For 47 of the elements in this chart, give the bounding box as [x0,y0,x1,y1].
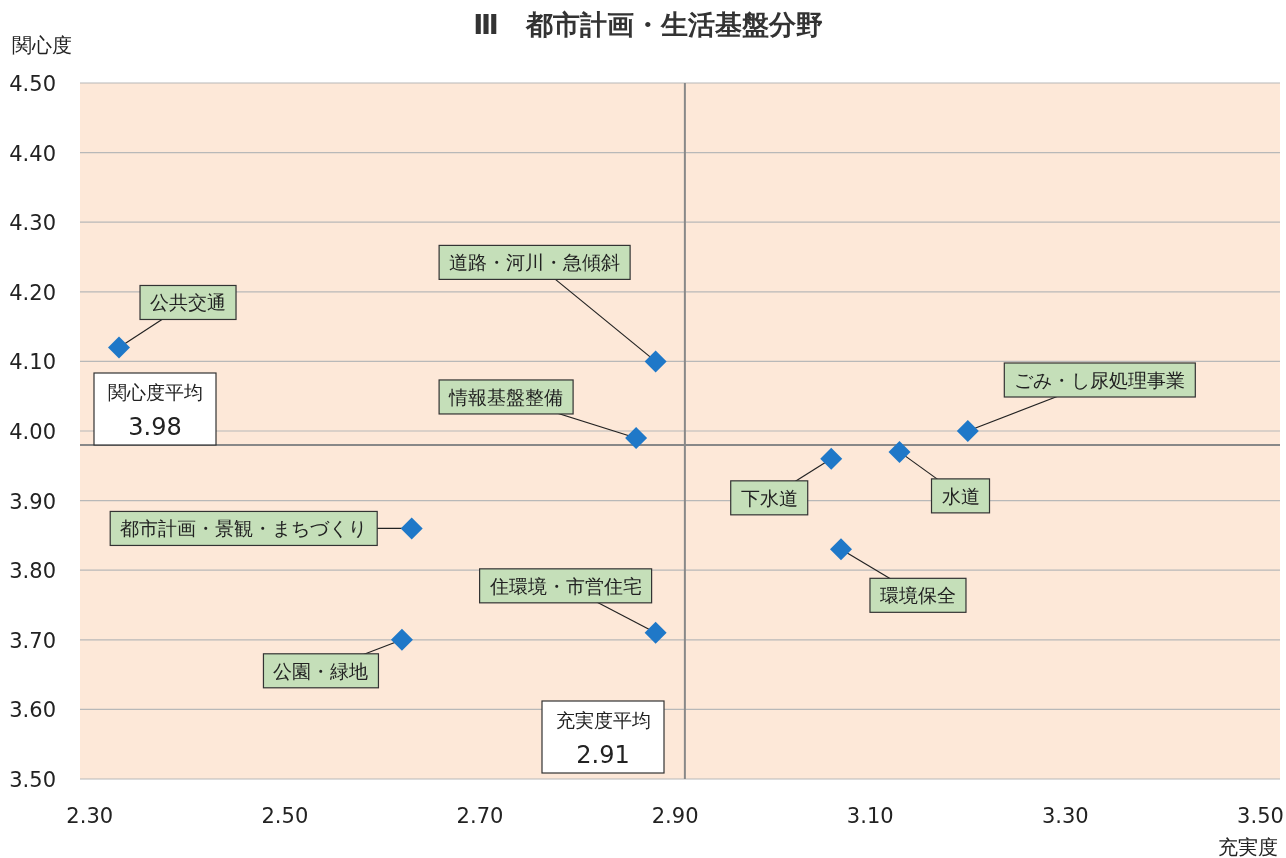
point [644,350,667,373]
chart-title: Ⅲ 都市計画・生活基盤分野 [473,9,823,40]
y-tick-label: 4.20 [9,280,56,305]
annotation: 都市計画・景観・まちづくり [120,517,368,540]
annotation: ごみ・し尿処理事業 [1014,369,1186,391]
x-tick-label: 3.30 [1041,804,1089,828]
annotation: 環境保全 [879,584,956,607]
annotation: 2.91 [576,741,630,769]
point [820,447,843,470]
point [625,426,648,449]
annotation: 住環境・市営住宅 [488,574,642,597]
annotation: 水道 [941,484,980,507]
y-tick-label: 4.10 [9,350,56,375]
x-tick-label: 3.10 [846,804,894,828]
annotation: 3.98 [128,413,182,441]
point [390,628,413,651]
annotation: 公共交通 [150,291,227,314]
point [888,440,911,463]
y-tick-label: 4.30 [9,211,56,236]
x-tick-label: 2.90 [651,804,699,828]
x-tick-label: 2.70 [456,804,504,828]
y-axis-title: 関心度 [12,33,72,57]
y-tick-label: 3.80 [9,559,56,584]
x-tick-label: 2.50 [261,804,309,828]
point [956,420,979,442]
y-tick-label: 3.70 [9,628,56,653]
point [644,621,667,644]
annotation: 公園・緑地 [273,659,369,682]
x-axis-title: 充実度 [1218,835,1278,858]
y-tick-label: 3.90 [9,489,56,514]
y-tick-label: 3.60 [9,698,56,723]
ref-label: 関心度平均 3.98 [93,372,217,446]
x-tick-label: 2.30 [66,804,114,828]
annotation: 道路・河川・急傾斜 [449,251,621,274]
y-tick-label: 4.50 [9,72,56,96]
y-tick-label: 4.40 [9,141,56,166]
ref-line-label: 関心度平均 [107,381,203,403]
point [400,517,423,540]
x-tick-label: 3.50 [1237,804,1284,828]
ref-line-label: 充実度平均 [555,709,651,731]
annotation: 情報基盤整備 [448,385,564,408]
annotation: 下水道 [740,486,798,509]
y-tick-label: 3.50 [9,768,56,792]
y-tick-label: 4.00 [9,420,56,444]
point [108,336,131,359]
ref-label: 充実度平均 2.91 [541,700,665,774]
point [829,538,852,561]
